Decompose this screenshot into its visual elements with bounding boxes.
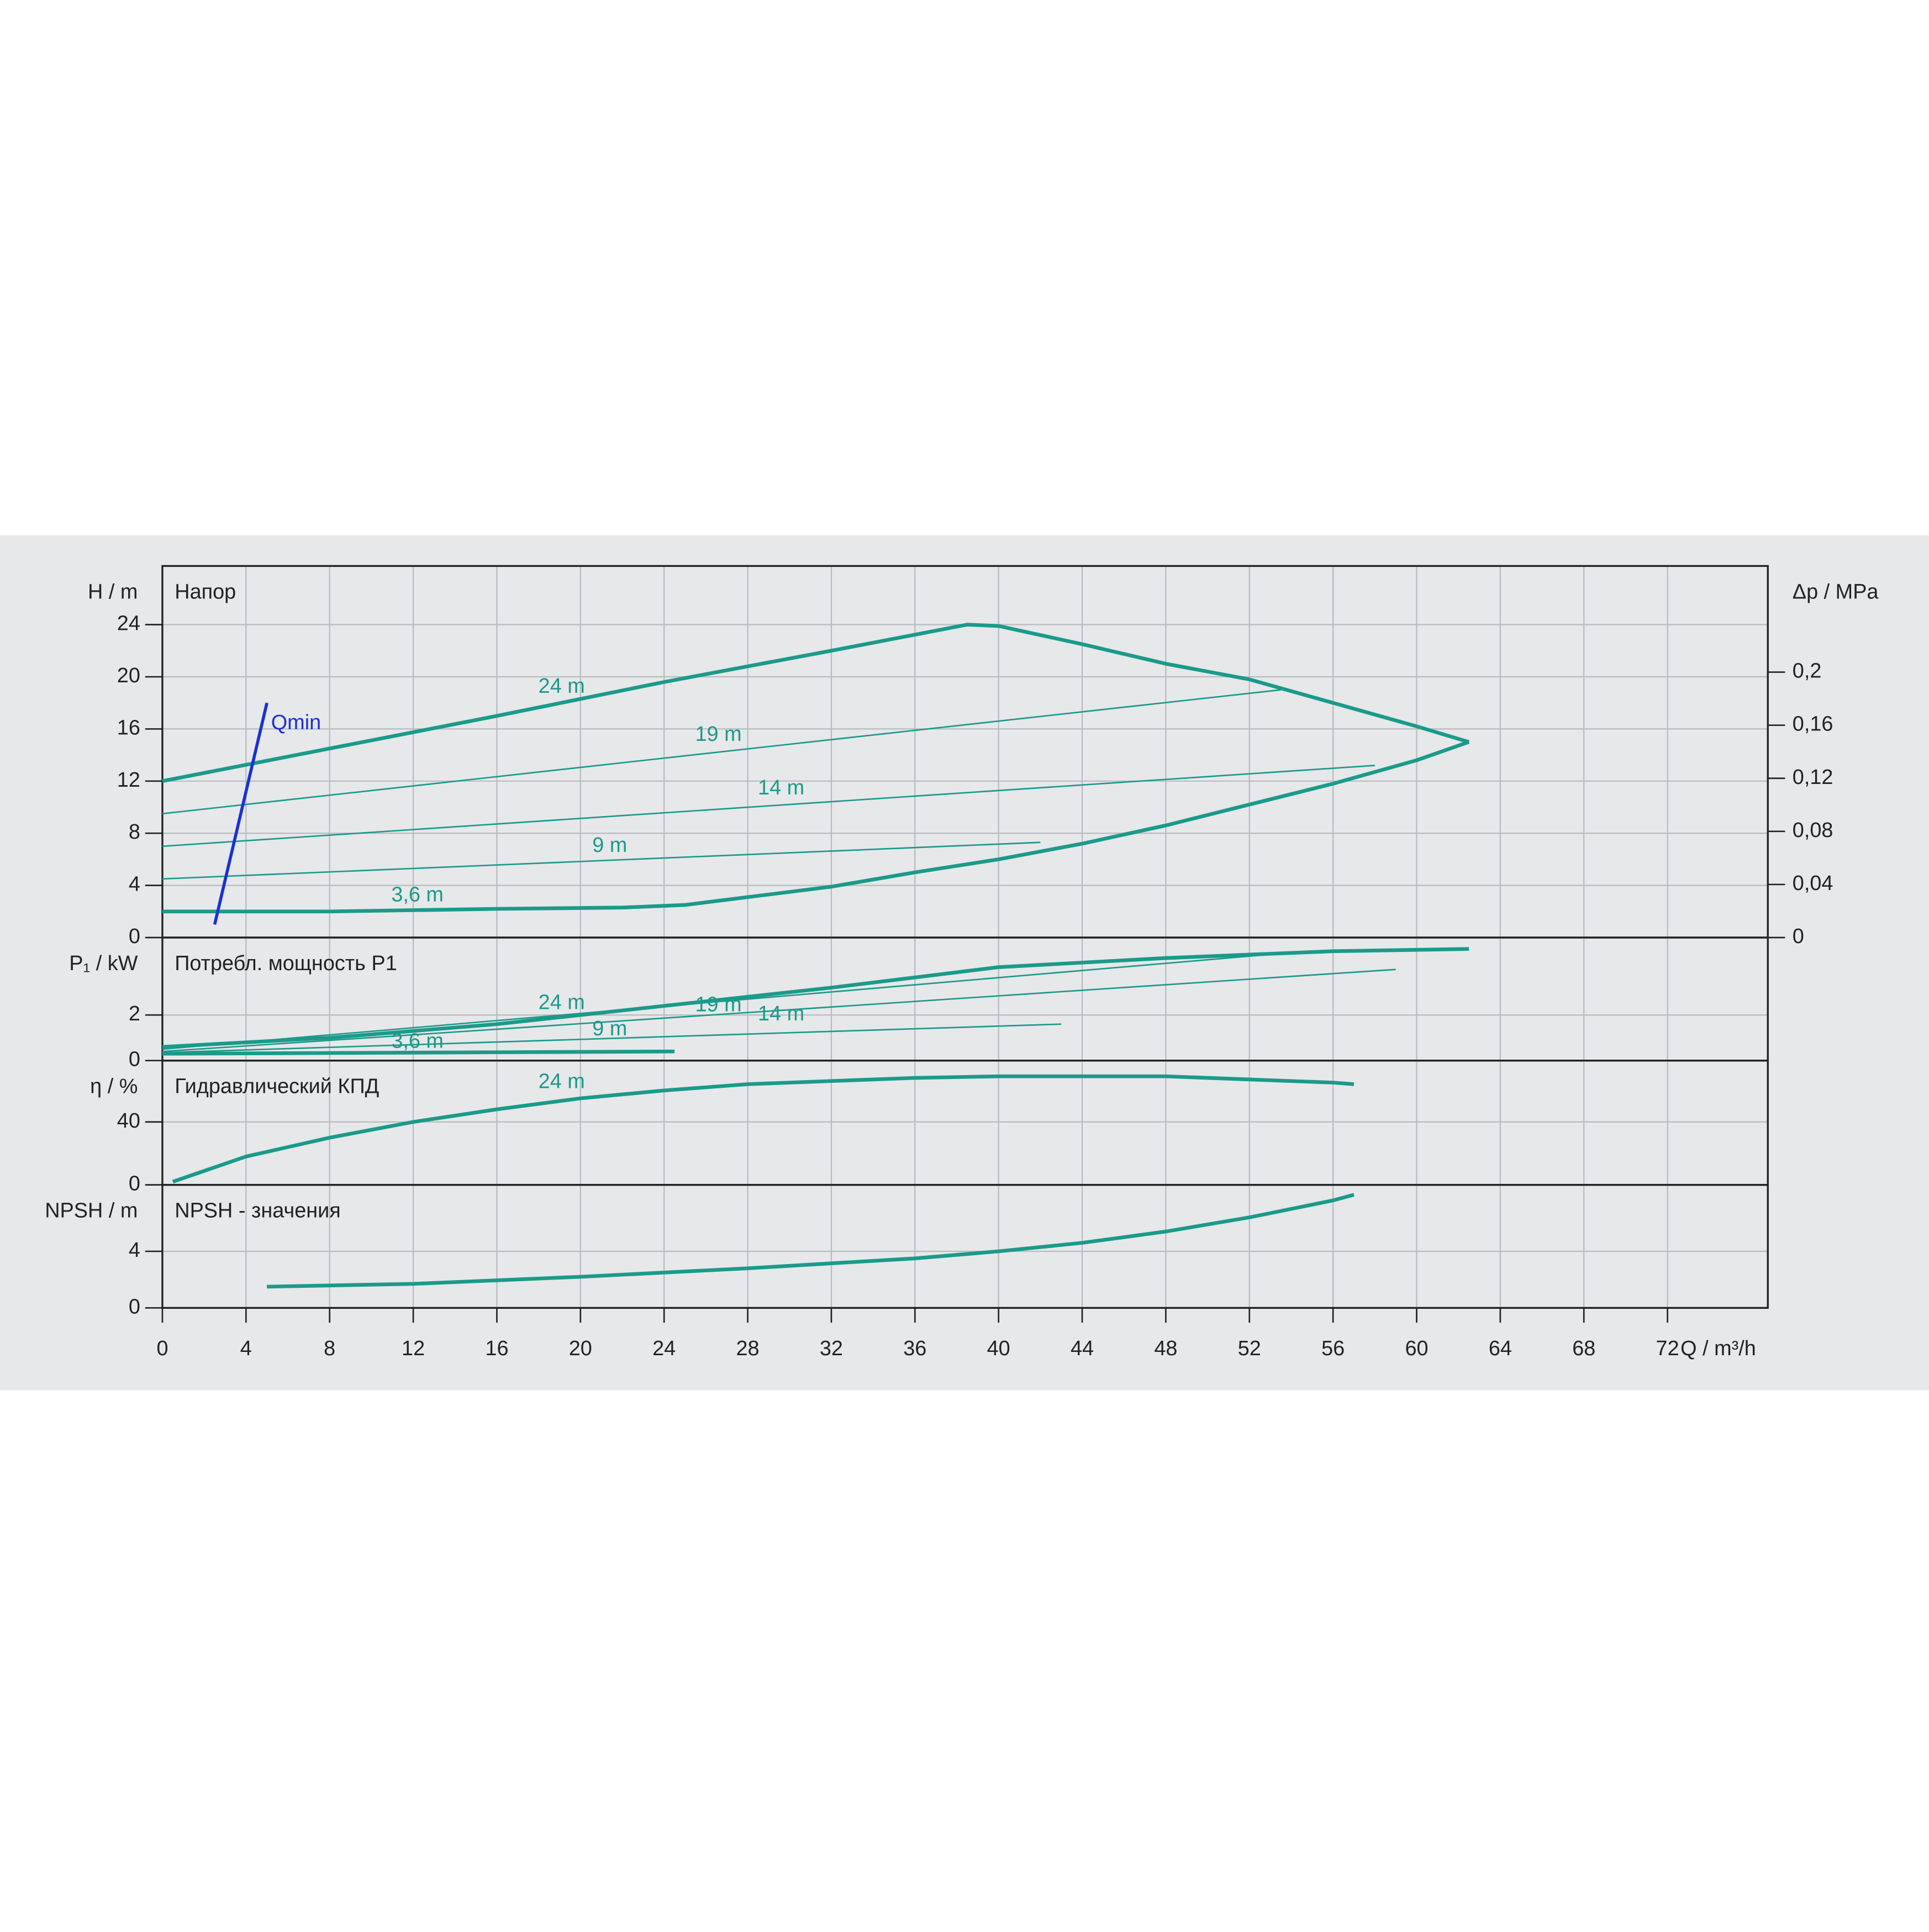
y2-tick-label: 0,04 bbox=[1793, 872, 1833, 895]
x-tick-label: 44 bbox=[1071, 1337, 1094, 1360]
y-tick-label: 4 bbox=[129, 873, 140, 896]
x-tick-label: 16 bbox=[485, 1337, 508, 1360]
y-tick-label: 0 bbox=[129, 1048, 140, 1071]
y-tick-label: 0 bbox=[129, 1172, 140, 1196]
y2-tick-label: 0 bbox=[1793, 925, 1804, 948]
x-tick-label: 48 bbox=[1154, 1337, 1177, 1360]
panel-frame bbox=[161, 1183, 1769, 1309]
y-axis-label: η / % bbox=[90, 1075, 138, 1098]
x-tick-label: 20 bbox=[569, 1337, 592, 1360]
curve-label: 3,6 m bbox=[391, 1030, 444, 1053]
curve bbox=[172, 1074, 1354, 1184]
x-tick-label: 72 bbox=[1656, 1337, 1679, 1360]
panel-title: Напор bbox=[175, 580, 236, 603]
y2-axis-label: Δp / MPa bbox=[1793, 580, 1879, 603]
curve bbox=[162, 623, 1470, 783]
curve bbox=[162, 1049, 675, 1056]
curve bbox=[162, 689, 1281, 815]
curve bbox=[267, 1193, 1354, 1289]
x-tick-label: 0 bbox=[156, 1337, 168, 1360]
x-tick-label: 60 bbox=[1405, 1337, 1428, 1360]
curve-label: 14 m bbox=[758, 776, 804, 799]
x-tick-label: 36 bbox=[903, 1337, 926, 1360]
x-axis-label: Q / m³/h bbox=[1680, 1337, 1756, 1360]
curve-label: Qmin bbox=[271, 711, 321, 734]
curve-label: 24 m bbox=[539, 991, 585, 1014]
curve bbox=[213, 702, 268, 925]
curve bbox=[162, 841, 1041, 880]
curve-label: 24 m bbox=[539, 675, 585, 698]
x-tick-label: 32 bbox=[820, 1337, 843, 1360]
panel-title: NPSH - значения bbox=[175, 1199, 341, 1223]
curve-label: 24 m bbox=[539, 1070, 585, 1093]
x-tick-label: 24 bbox=[652, 1337, 676, 1360]
curve bbox=[162, 968, 1396, 1052]
y-tick-label: 0 bbox=[129, 1295, 140, 1318]
y2-tick-label: 0,2 bbox=[1793, 660, 1822, 683]
curve bbox=[162, 740, 1470, 914]
curve bbox=[162, 1023, 1062, 1054]
curve-label: 9 m bbox=[592, 834, 627, 857]
curve-label: 19 m bbox=[695, 993, 742, 1017]
y-tick-label: 24 bbox=[117, 612, 140, 635]
curve-label: 9 m bbox=[592, 1017, 627, 1040]
x-tick-label: 40 bbox=[987, 1337, 1010, 1360]
x-tick-label: 68 bbox=[1572, 1337, 1595, 1360]
y-tick-label: 4 bbox=[129, 1239, 140, 1262]
x-tick-label: 4 bbox=[240, 1337, 252, 1360]
y-tick-label: 16 bbox=[117, 716, 140, 739]
y2-tick-label: 0,12 bbox=[1793, 766, 1833, 789]
y-axis-label: P₁ / kW bbox=[69, 952, 138, 975]
y-tick-label: 8 bbox=[129, 820, 140, 844]
y-tick-label: 40 bbox=[117, 1109, 140, 1133]
x-tick-label: 52 bbox=[1238, 1337, 1261, 1360]
y-tick-label: 12 bbox=[117, 768, 140, 792]
x-tick-label: 56 bbox=[1321, 1337, 1345, 1360]
curve bbox=[162, 765, 1375, 847]
curve-label: 14 m bbox=[758, 1002, 804, 1025]
y-axis-label: NPSH / m bbox=[45, 1199, 138, 1223]
y2-tick-label: 0,08 bbox=[1793, 819, 1833, 842]
y-tick-label: 2 bbox=[129, 1002, 140, 1025]
y-axis-label: H / m bbox=[88, 580, 138, 603]
panel-title: Гидравлический КПД bbox=[175, 1075, 379, 1098]
y-tick-label: 0 bbox=[129, 925, 140, 948]
x-tick-label: 12 bbox=[402, 1337, 425, 1360]
chart-background bbox=[0, 535, 1929, 1391]
y-tick-label: 20 bbox=[117, 664, 140, 687]
curve bbox=[162, 952, 1281, 1050]
x-tick-label: 28 bbox=[736, 1337, 759, 1360]
y2-tick-label: 0,16 bbox=[1793, 713, 1833, 736]
x-tick-label: 8 bbox=[324, 1337, 335, 1360]
panel-title: Потребл. мощность P1 bbox=[175, 952, 397, 975]
curve-label: 3,6 m bbox=[391, 883, 444, 906]
curve-label: 19 m bbox=[695, 723, 742, 746]
x-tick-label: 64 bbox=[1489, 1337, 1512, 1360]
